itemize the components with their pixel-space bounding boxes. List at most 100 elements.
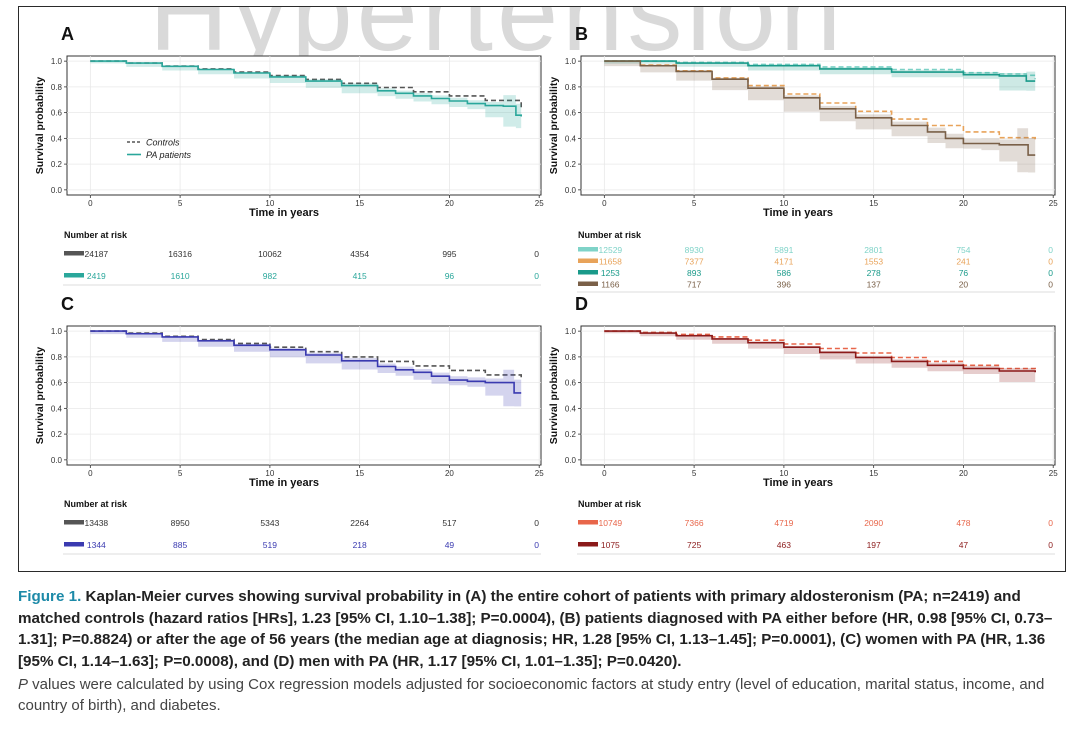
y-tick-label: 0.8 [51, 353, 63, 362]
y-tick-label: 0.8 [565, 83, 577, 92]
risk-count: 2264 [350, 518, 369, 528]
risk-count: 725 [687, 540, 701, 550]
risk-count: 241 [956, 257, 970, 267]
panel-d: D 0.0 0.2 0.4 0.6 0.8 1.0 0 5 10 15 20 25 Time in yea… [548, 294, 1058, 555]
ci-band [604, 331, 1036, 382]
y-tick-label: 0.2 [565, 430, 577, 439]
risk-count: 396 [777, 280, 791, 290]
y-tick-label: 0.4 [565, 404, 577, 413]
risk-count: 0 [534, 271, 539, 281]
panel-b: B 0.0 0.2 0.4 0.6 0.8 1.0 0 5 10 15 20 25 Time in yea… [548, 24, 1058, 293]
risk-row-swatch [578, 258, 598, 263]
risk-table-title: Number at risk [578, 230, 642, 240]
risk-count: 10749 [599, 518, 623, 528]
risk-count: 0 [534, 249, 539, 259]
risk-count: 5891 [774, 245, 793, 255]
risk-table-title: Number at risk [64, 230, 128, 240]
risk-row-swatch [64, 251, 84, 256]
risk-count: 20 [959, 280, 969, 290]
risk-row-swatch [578, 247, 598, 252]
risk-count: 0 [1048, 245, 1053, 255]
series-line [90, 60, 522, 117]
x-tick-label: 10 [779, 199, 788, 208]
risk-count: 517 [442, 518, 456, 528]
risk-count: 11658 [599, 257, 622, 267]
plot-area [580, 325, 1056, 466]
risk-count: 5343 [260, 518, 279, 528]
y-tick-label: 0.2 [51, 430, 63, 439]
risk-count: 2090 [864, 518, 883, 528]
risk-count: 1344 [87, 540, 106, 550]
risk-count: 0 [1048, 518, 1053, 528]
x-tick-label: 10 [779, 469, 788, 478]
risk-row-swatch [64, 542, 84, 547]
figure-caption: Figure 1. Kaplan-Meier curves showing su… [18, 586, 1064, 716]
risk-count: 1253 [601, 268, 620, 278]
x-tick-label: 10 [265, 469, 274, 478]
x-tick-label: 5 [692, 469, 697, 478]
caption-note-p: P [18, 676, 29, 693]
risk-count: 12529 [599, 245, 623, 255]
y-tick-label: 0.4 [51, 404, 63, 413]
y-tick-label: 0.0 [51, 456, 63, 465]
risk-count: 1075 [601, 540, 620, 550]
risk-table-title: Number at risk [578, 499, 642, 509]
risk-count: 8950 [171, 518, 190, 528]
x-tick-label: 0 [88, 469, 93, 478]
risk-count: 10062 [258, 249, 282, 259]
y-axis-label: Survival probability [34, 347, 46, 445]
legend-label: Controls [146, 138, 180, 148]
risk-count: 1166 [601, 280, 620, 290]
panel-label: A [61, 24, 74, 44]
risk-count: 893 [687, 268, 701, 278]
x-tick-label: 15 [355, 199, 364, 208]
plot-area [580, 55, 1056, 196]
y-tick-label: 1.0 [51, 57, 63, 66]
y-tick-label: 0.0 [565, 456, 577, 465]
risk-row-swatch [64, 273, 84, 278]
caption-note: P values were calculated by using Cox re… [18, 674, 1064, 716]
risk-count: 4719 [774, 518, 793, 528]
risk-count: 0 [534, 540, 539, 550]
risk-count: 7377 [685, 257, 704, 267]
risk-count: 96 [445, 271, 455, 281]
risk-count: 0 [1048, 257, 1053, 267]
risk-row-swatch [578, 270, 598, 275]
y-tick-label: 1.0 [565, 57, 577, 66]
x-tick-label: 25 [1049, 469, 1058, 478]
x-tick-label: 20 [445, 199, 454, 208]
caption-main: Figure 1. Kaplan-Meier curves showing su… [18, 586, 1064, 672]
y-tick-label: 0.2 [565, 160, 577, 169]
panel-label: D [575, 294, 588, 314]
x-tick-label: 25 [1049, 199, 1058, 208]
panel-a: A 0.0 0.2 0.4 0.6 0.8 1.0 0 5 10 15 20 25 Time in yea… [34, 24, 544, 286]
y-tick-label: 0.6 [565, 109, 577, 118]
y-tick-label: 0.0 [565, 186, 577, 195]
y-axis-label: Survival probability [548, 347, 560, 445]
series-line [604, 330, 1036, 373]
ci-band [604, 61, 1036, 173]
risk-row-swatch [578, 542, 598, 547]
risk-count: 478 [956, 518, 970, 528]
y-tick-label: 0.2 [51, 160, 63, 169]
risk-count: 0 [1048, 268, 1053, 278]
y-tick-label: 0.8 [51, 83, 63, 92]
series-line [90, 330, 522, 394]
x-tick-label: 5 [178, 469, 183, 478]
risk-count: 47 [959, 540, 969, 550]
risk-count: 0 [534, 518, 539, 528]
risk-table-title: Number at risk [64, 499, 128, 509]
panel-label: C [61, 294, 74, 314]
risk-count: 982 [263, 271, 277, 281]
x-tick-label: 20 [959, 199, 968, 208]
x-tick-label: 25 [535, 469, 544, 478]
risk-count: 49 [445, 540, 455, 550]
figure-frame: Hypertension A 0.0 0.2 0.4 0.6 0.8 1.0 0 5 10 15 20… [18, 6, 1066, 572]
x-tick-label: 15 [355, 469, 364, 478]
risk-count: 2419 [87, 271, 106, 281]
y-tick-label: 0.6 [565, 379, 577, 388]
risk-row-swatch [578, 281, 598, 286]
risk-count: 8930 [685, 245, 704, 255]
risk-count: 415 [353, 271, 367, 281]
y-tick-label: 1.0 [565, 327, 577, 336]
